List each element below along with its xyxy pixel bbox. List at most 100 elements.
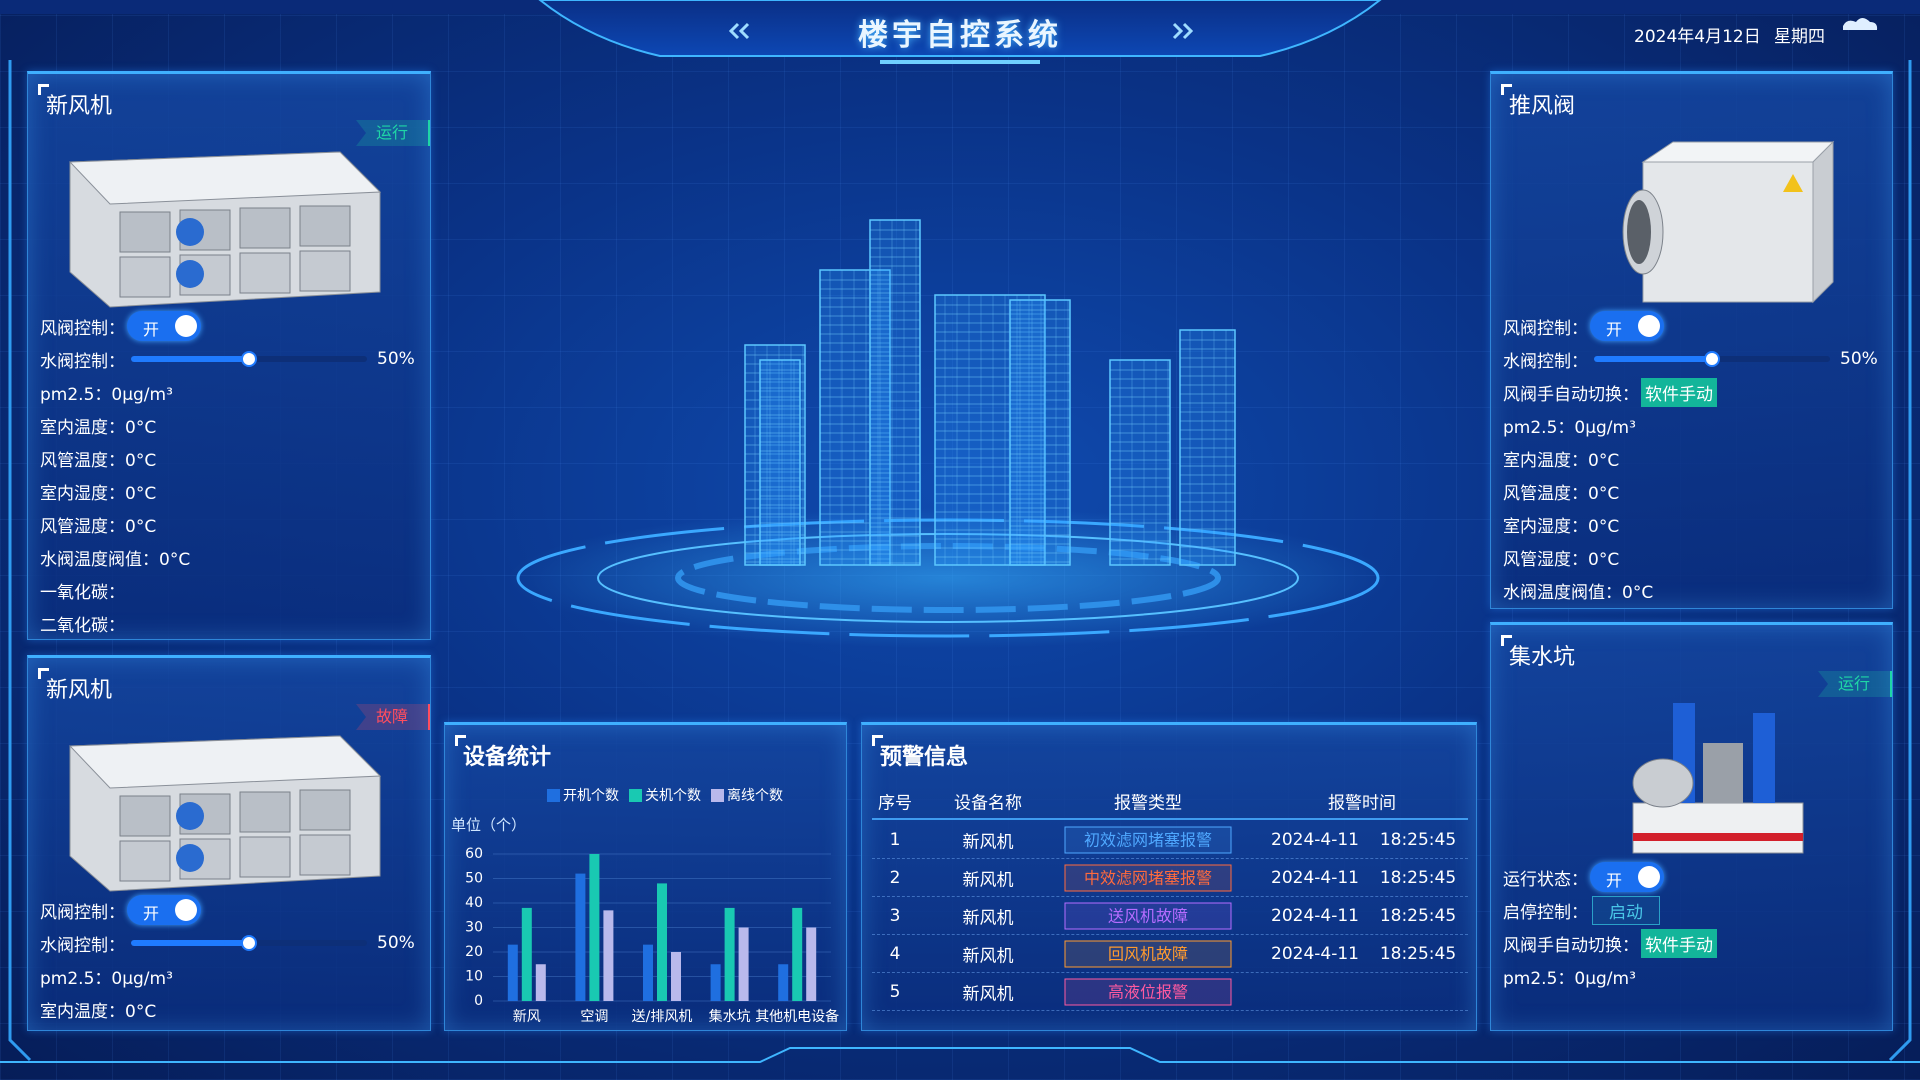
bar: [738, 927, 749, 1001]
panel-title: 预警信息: [880, 745, 969, 770]
row-label: 风阀手自动切换：: [1503, 935, 1639, 956]
device-part: [1783, 174, 1803, 192]
slider-fill: [131, 940, 249, 946]
slider-value: 50%: [377, 933, 415, 953]
info-row: 启停控制： 启动: [1503, 895, 1660, 925]
device-part: [1812, 140, 1834, 304]
device-part: [1703, 743, 1743, 803]
info-text: 室内温度：0°C: [1503, 450, 1620, 471]
device-part: [176, 802, 204, 830]
toggle-switch[interactable]: 开: [127, 895, 201, 925]
y-tick-label: 20: [465, 944, 483, 960]
bar-chart: 0 10 20 30 40 50 60 新风 空调 送/排风机 集水坑 其他机电设备: [465, 846, 839, 1025]
alarm-type: 送风机故障: [1064, 902, 1232, 930]
corner: [872, 735, 883, 746]
panel-title: 集水坑: [1509, 645, 1576, 670]
legend-item: 开机个数: [547, 785, 619, 805]
info-text: 水阀温度阀值：0°C: [40, 549, 191, 570]
alarm-time: 18:25:45: [1379, 944, 1457, 964]
toggle-switch[interactable]: 开: [1590, 862, 1664, 892]
legend-label: 关机个数: [645, 788, 701, 804]
legend-item: 关机个数: [629, 785, 701, 805]
row-number: 1: [889, 830, 901, 850]
toggle-knob: [175, 899, 197, 921]
device-part: [119, 256, 171, 298]
toggle-label: 开: [1606, 320, 1623, 339]
device-part: [68, 735, 382, 789]
device-part: [176, 844, 204, 872]
mode-badge: 软件手动: [1641, 377, 1717, 407]
building: [1009, 299, 1071, 566]
bar: [507, 944, 518, 1001]
device-part: [299, 789, 351, 831]
info-row: 风管温度：0°C: [40, 443, 156, 473]
device-part: [239, 252, 291, 294]
unit-label: 单位（个）: [451, 816, 527, 834]
table-header: 序号: [878, 793, 912, 814]
y-tick-label: 30: [465, 920, 483, 936]
row-label: 风阀控制：: [40, 902, 125, 923]
slider-track[interactable]: [1594, 351, 1830, 367]
toggle-switch[interactable]: 开: [1590, 311, 1664, 341]
info-row: 风阀手自动切换： 软件手动: [1503, 928, 1717, 958]
slider-handle[interactable]: [241, 935, 257, 951]
device-name: 新风机: [962, 870, 1014, 891]
alarm-time: 18:25:45: [1379, 868, 1457, 888]
slider-handle[interactable]: [241, 351, 257, 367]
device-part: [1642, 161, 1814, 303]
bar: [778, 964, 789, 1001]
corner: [1501, 635, 1512, 646]
slider-track[interactable]: [131, 935, 367, 951]
device-part: [119, 795, 171, 837]
info-text: 室内温度：0°C: [40, 417, 157, 438]
info-row: pm2.5：0μg/m³: [40, 377, 173, 407]
row-rule: [872, 934, 1468, 936]
toggle-switch[interactable]: 开: [127, 311, 201, 341]
device-part: [1753, 713, 1775, 803]
bar: [724, 907, 735, 1001]
device-part: [299, 205, 351, 247]
alarm-time: 18:25:45: [1379, 830, 1457, 850]
device-image: [68, 151, 382, 308]
bar: [643, 944, 653, 1001]
y-tick-label: 0: [474, 993, 483, 1009]
y-tick-label: 10: [465, 969, 483, 985]
info-text: 室内湿度：0°C: [1503, 516, 1620, 537]
row-label: 风阀手自动切换：: [1503, 384, 1639, 405]
mode-badge: 软件手动: [1641, 928, 1717, 958]
slider-track[interactable]: [131, 351, 367, 367]
row-rule: [872, 858, 1468, 860]
row-number: 2: [889, 868, 901, 888]
x-tick-label: 送/排风机: [632, 1009, 693, 1025]
info-row: pm2.5：0μg/m³: [40, 961, 173, 991]
info-row: 二氧化碳：: [40, 608, 125, 638]
info-row: 水阀温度阀值：0°C: [1503, 575, 1653, 605]
row-rule: [872, 896, 1468, 898]
chart-panel: 设备统计 开机个数 关机个数 离线个数 单位（个） 0 10 20 30 40 50 60 新风 空…: [444, 722, 847, 1031]
info-text: 风管湿度：0°C: [40, 516, 157, 537]
start-button[interactable]: 启动: [1592, 895, 1660, 925]
info-text: pm2.5：0μg/m³: [40, 968, 173, 989]
slider-handle[interactable]: [1704, 351, 1720, 367]
device-name: 新风机: [962, 984, 1014, 1005]
info-row: 室内温度：0°C: [1503, 443, 1619, 473]
table-header: 报警时间: [1328, 793, 1396, 814]
bar: [589, 854, 600, 1001]
legend: 开机个数 关机个数 离线个数: [515, 785, 815, 805]
info-text: 风管温度：0°C: [40, 450, 157, 471]
bar: [575, 873, 586, 1001]
row-label: 启停控制：: [1503, 902, 1588, 923]
device-part: [1632, 802, 1804, 854]
table-header: 报警类型: [1114, 793, 1182, 814]
alarm-type: 高液位报警: [1064, 978, 1232, 1006]
device-part: [176, 218, 204, 246]
building: [759, 359, 801, 566]
row-number: 5: [889, 982, 901, 1002]
arrow-right: [1172, 22, 1194, 40]
info-text: pm2.5：0μg/m³: [1503, 968, 1636, 989]
status-badge: 运行: [1818, 671, 1892, 697]
device-part: [239, 207, 291, 249]
y-tick-label: 60: [465, 846, 483, 862]
info-text: 风管温度：0°C: [1503, 483, 1620, 504]
x-tick-label: 空调: [580, 1009, 608, 1025]
